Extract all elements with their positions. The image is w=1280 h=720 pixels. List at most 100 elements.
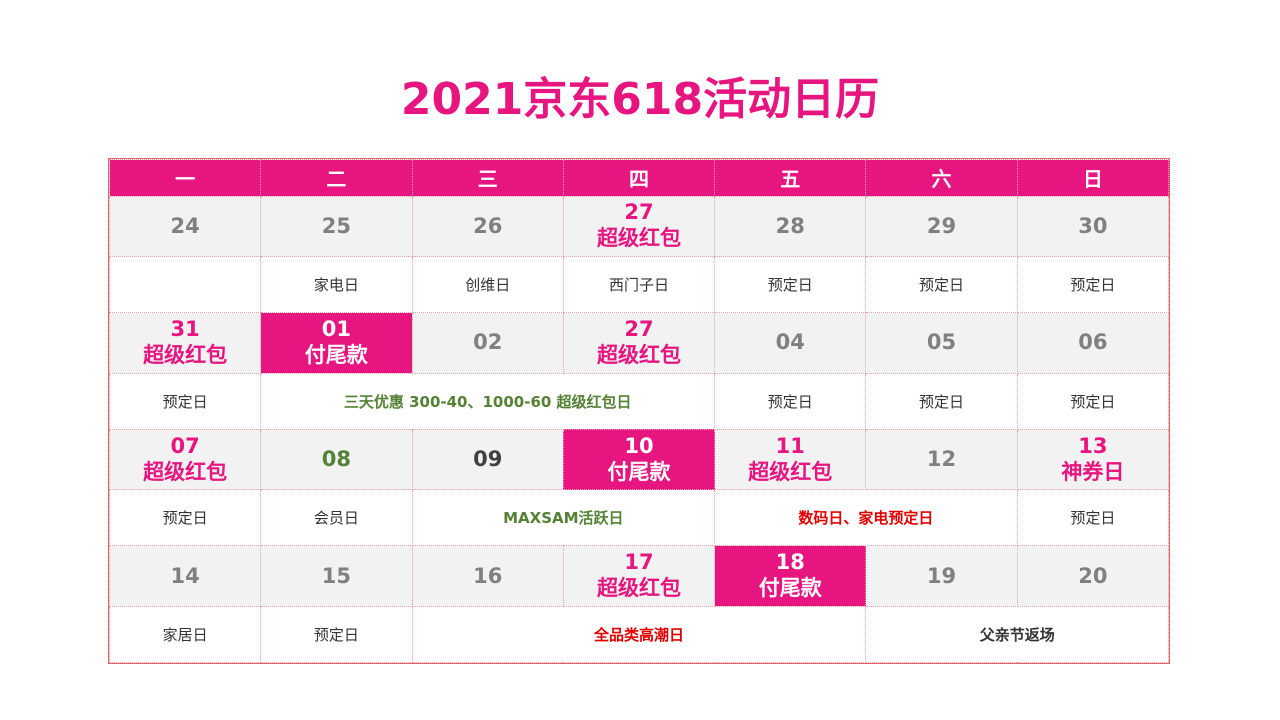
week2-event-row: 预定日 三天优惠 300-40、1000-60 超级红包日 预定日 预定日 预定… xyxy=(108,372,1170,430)
event-cell: 预定日 xyxy=(1016,256,1170,314)
day-number: 19 xyxy=(926,563,957,588)
weekday-sun: 日 xyxy=(1016,159,1170,197)
day-number: 25 xyxy=(321,213,352,238)
event-cell: 预定日 xyxy=(865,256,1018,314)
day-cell: 28 xyxy=(714,195,867,258)
coupon-day-label: 神券日 xyxy=(1061,459,1125,484)
day-cell-coupon: 13 神券日 xyxy=(1016,428,1170,491)
event-cell-maxsam: MAXSAM活跃日 xyxy=(411,489,716,547)
day-number: 05 xyxy=(926,330,957,355)
day-cell-red-packet: 07 超级红包 xyxy=(108,428,262,491)
event-cell xyxy=(108,256,262,314)
day-cell-red-packet: 27 超级红包 xyxy=(562,195,716,258)
day-cell: 19 xyxy=(865,545,1018,607)
day-number: 16 xyxy=(473,563,503,588)
day-cell: 06 xyxy=(1016,312,1170,374)
day-cell: 05 xyxy=(865,312,1018,374)
day-cell: 15 xyxy=(260,545,413,607)
day-number: 12 xyxy=(926,447,957,472)
weekday-tue: 二 xyxy=(260,159,413,197)
day-cell-member: 08 xyxy=(260,428,413,491)
day-cell-red-packet: 11 超级红包 xyxy=(714,428,867,491)
day-number: 13 xyxy=(1078,433,1108,458)
page-title: 2021京东618活动日历 xyxy=(400,74,880,125)
day-cell-red-packet: 31 超级红包 xyxy=(108,312,262,374)
final-payment-label: 付尾款 xyxy=(758,576,822,601)
day-cell: 29 xyxy=(865,195,1018,258)
week3-event-row: 预定日 会员日 MAXSAM活跃日 数码日、家电预定日 预定日 xyxy=(108,489,1170,547)
day-number: 07 xyxy=(170,433,200,458)
event-cell: 创维日 xyxy=(411,256,564,314)
red-packet-label: 超级红包 xyxy=(748,459,833,484)
day-number: 06 xyxy=(1078,330,1108,355)
day-number: 30 xyxy=(1078,213,1108,238)
day-number: 08 xyxy=(321,447,352,472)
day-cell: 24 xyxy=(108,195,262,258)
event-cell: 预定日 xyxy=(865,372,1018,430)
event-cell: 预定日 xyxy=(714,372,867,430)
weekday-header-row: 一 二 三 四 五 六 日 xyxy=(108,159,1170,197)
event-cell: 家居日 xyxy=(108,605,262,664)
day-number: 20 xyxy=(1078,563,1108,588)
red-packet-label: 超级红包 xyxy=(596,342,681,367)
day-number: 14 xyxy=(170,563,200,588)
red-packet-label: 超级红包 xyxy=(143,342,228,367)
event-cell-all-category: 全品类高潮日 xyxy=(411,605,867,664)
final-payment-label: 付尾款 xyxy=(607,459,671,484)
red-packet-label: 超级红包 xyxy=(596,576,681,601)
weekday-thu: 四 xyxy=(562,159,716,197)
weekday-fri: 五 xyxy=(714,159,867,197)
week2-date-row: 31 超级红包 01 付尾款 02 27 超级红包 04 05 06 xyxy=(108,312,1170,374)
day-cell: 16 xyxy=(411,545,564,607)
day-number: 11 xyxy=(775,433,805,458)
day-number: 29 xyxy=(926,213,957,238)
day-number: 09 xyxy=(473,447,503,472)
day-cell-red-packet: 17 超级红包 xyxy=(562,545,716,607)
red-packet-label: 超级红包 xyxy=(143,459,228,484)
day-cell: 30 xyxy=(1016,195,1170,258)
week3-date-row: 07 超级红包 08 09 10 付尾款 11 超级红包 12 13 神券日 xyxy=(108,428,1170,491)
day-cell: 12 xyxy=(865,428,1018,491)
event-cell: 预定日 xyxy=(1016,372,1170,430)
red-packet-label: 超级红包 xyxy=(596,226,681,251)
day-number: 27 xyxy=(624,200,654,225)
day-cell: 20 xyxy=(1016,545,1170,607)
event-cell: 预定日 xyxy=(108,372,262,430)
week1-date-row: 24 25 26 27 超级红包 28 29 30 xyxy=(108,195,1170,258)
day-cell: 02 xyxy=(411,312,564,374)
day-cell: 14 xyxy=(108,545,262,607)
calendar-table: 一 二 三 四 五 六 日 24 25 26 27 超级红包 28 29 30 … xyxy=(108,159,1170,664)
event-cell: 预定日 xyxy=(1016,489,1170,547)
event-cell: 西门子日 xyxy=(562,256,716,314)
weekday-sat: 六 xyxy=(865,159,1018,197)
day-number: 10 xyxy=(624,433,654,458)
day-cell: 04 xyxy=(714,312,867,374)
day-cell: 25 xyxy=(260,195,413,258)
event-cell: 会员日 xyxy=(260,489,413,547)
day-number: 18 xyxy=(775,550,805,575)
event-cell-promo: 三天优惠 300-40、1000-60 超级红包日 xyxy=(260,372,716,430)
day-number: 17 xyxy=(624,550,654,575)
day-cell-final-payment: 10 付尾款 xyxy=(562,428,716,491)
day-cell-final-payment: 18 付尾款 xyxy=(714,545,867,607)
day-number: 04 xyxy=(775,330,805,355)
day-number: 31 xyxy=(170,316,200,341)
final-payment-label: 付尾款 xyxy=(304,342,368,367)
day-number: 15 xyxy=(321,563,352,588)
day-cell: 26 xyxy=(411,195,564,258)
week1-event-row: 家电日 创维日 西门子日 预定日 预定日 预定日 xyxy=(108,256,1170,314)
weekday-mon: 一 xyxy=(108,159,262,197)
day-number: 02 xyxy=(473,330,503,355)
day-cell: 09 xyxy=(411,428,564,491)
day-cell-red-packet: 27 超级红包 xyxy=(562,312,716,374)
day-number: 24 xyxy=(170,213,200,238)
day-number: 26 xyxy=(473,213,503,238)
event-cell: 家电日 xyxy=(260,256,413,314)
event-cell: 预定日 xyxy=(714,256,867,314)
day-number: 27 xyxy=(624,316,654,341)
activity-calendar: 一 二 三 四 五 六 日 24 25 26 27 超级红包 28 29 30 … xyxy=(108,158,1170,664)
event-cell-fathers-day: 父亲节返场 xyxy=(865,605,1169,664)
week4-date-row: 14 15 16 17 超级红包 18 付尾款 19 20 xyxy=(108,545,1170,607)
event-cell: 预定日 xyxy=(260,605,413,664)
week4-event-row: 家居日 预定日 全品类高潮日 父亲节返场 xyxy=(108,605,1169,664)
